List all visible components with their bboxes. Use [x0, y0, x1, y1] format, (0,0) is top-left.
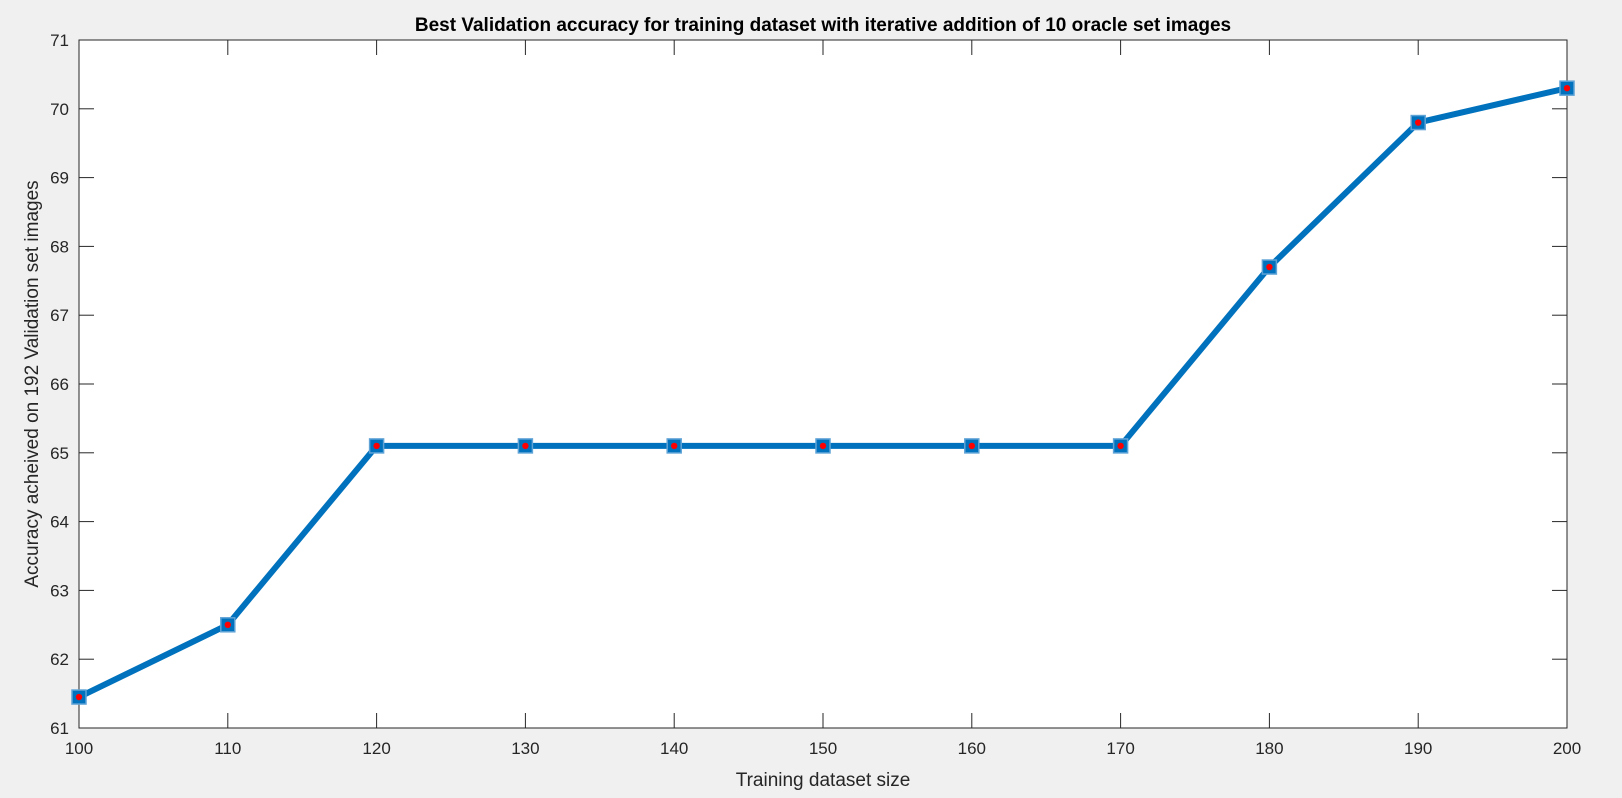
- ticks-layer: 100 110 120 130 140 150 160 170 180 190 200 61 62 63 6…: [50, 31, 1581, 758]
- data-point: [1266, 263, 1273, 271]
- data-point: [373, 442, 380, 450]
- x-tick-label: 100: [65, 739, 93, 758]
- x-tick-label: 180: [1255, 739, 1283, 758]
- y-tick-label: 71: [50, 31, 69, 50]
- x-axis-label: Training dataset size: [736, 770, 911, 791]
- y-tick-label: 66: [50, 375, 69, 394]
- y-tick-label: 62: [50, 650, 69, 669]
- x-tick-label: 140: [660, 739, 688, 758]
- x-tick-label: 150: [809, 739, 837, 758]
- y-tick-label: 68: [50, 237, 69, 256]
- y-tick-label: 69: [50, 169, 69, 188]
- series-layer: [71, 80, 1575, 705]
- y-tick-label: 65: [50, 444, 69, 463]
- y-tick-label: 64: [50, 513, 69, 532]
- y-tick-label: 67: [50, 306, 69, 325]
- x-tick-label: 130: [511, 739, 539, 758]
- data-point: [1563, 84, 1571, 92]
- x-tick-label: 190: [1404, 739, 1432, 758]
- data-point: [75, 693, 83, 701]
- data-point: [1117, 442, 1124, 450]
- y-axis-label: Accuracy acheived on 192 Validation set …: [22, 180, 43, 587]
- data-point: [819, 442, 827, 450]
- x-tick-label: 200: [1553, 739, 1581, 758]
- x-tick-label: 160: [958, 739, 986, 758]
- plot-frame: [78, 39, 1568, 729]
- plot-area: [79, 40, 1567, 728]
- x-tick-label: 110: [214, 739, 241, 758]
- y-tick-label: 61: [50, 719, 69, 738]
- data-point: [1415, 119, 1422, 126]
- chart-title: Best Validation accuracy for training da…: [415, 15, 1231, 36]
- data-point: [522, 442, 529, 450]
- data-point: [224, 621, 231, 628]
- y-tick-label: 70: [50, 100, 69, 119]
- data-point: [671, 442, 678, 450]
- y-tick-label: 63: [50, 581, 69, 600]
- x-tick-label: 120: [362, 739, 390, 758]
- data-point: [968, 442, 975, 450]
- x-tick-label: 170: [1106, 739, 1134, 758]
